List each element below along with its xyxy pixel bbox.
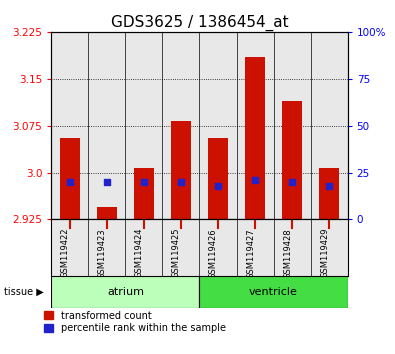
Text: GSM119429: GSM119429 bbox=[320, 228, 329, 279]
Bar bbox=[60, 138, 80, 219]
Point bbox=[104, 179, 110, 185]
Text: tissue ▶: tissue ▶ bbox=[4, 287, 44, 297]
Point bbox=[178, 179, 184, 185]
Text: GSM119425: GSM119425 bbox=[172, 228, 181, 279]
Bar bbox=[51, 276, 199, 308]
Text: GSM119428: GSM119428 bbox=[283, 228, 292, 279]
Bar bbox=[319, 167, 339, 219]
Bar bbox=[97, 207, 117, 219]
Point bbox=[252, 177, 258, 183]
Text: GSM119427: GSM119427 bbox=[246, 228, 255, 279]
Text: ventricle: ventricle bbox=[249, 287, 298, 297]
Bar bbox=[199, 276, 348, 308]
Point bbox=[67, 179, 73, 185]
Bar bbox=[134, 167, 154, 219]
Text: GSM119423: GSM119423 bbox=[98, 228, 107, 279]
Text: atrium: atrium bbox=[107, 287, 144, 297]
Text: GSM119426: GSM119426 bbox=[209, 228, 218, 279]
Point bbox=[141, 179, 147, 185]
Bar bbox=[208, 138, 228, 219]
Point bbox=[326, 183, 332, 189]
Point bbox=[289, 179, 295, 185]
Point bbox=[215, 183, 221, 189]
Bar bbox=[245, 57, 265, 219]
Legend: transformed count, percentile rank within the sample: transformed count, percentile rank withi… bbox=[44, 310, 226, 333]
Bar bbox=[282, 101, 302, 219]
Text: GSM119424: GSM119424 bbox=[135, 228, 144, 279]
Text: GSM119422: GSM119422 bbox=[61, 228, 70, 279]
Bar bbox=[171, 121, 191, 219]
Title: GDS3625 / 1386454_at: GDS3625 / 1386454_at bbox=[111, 14, 288, 30]
